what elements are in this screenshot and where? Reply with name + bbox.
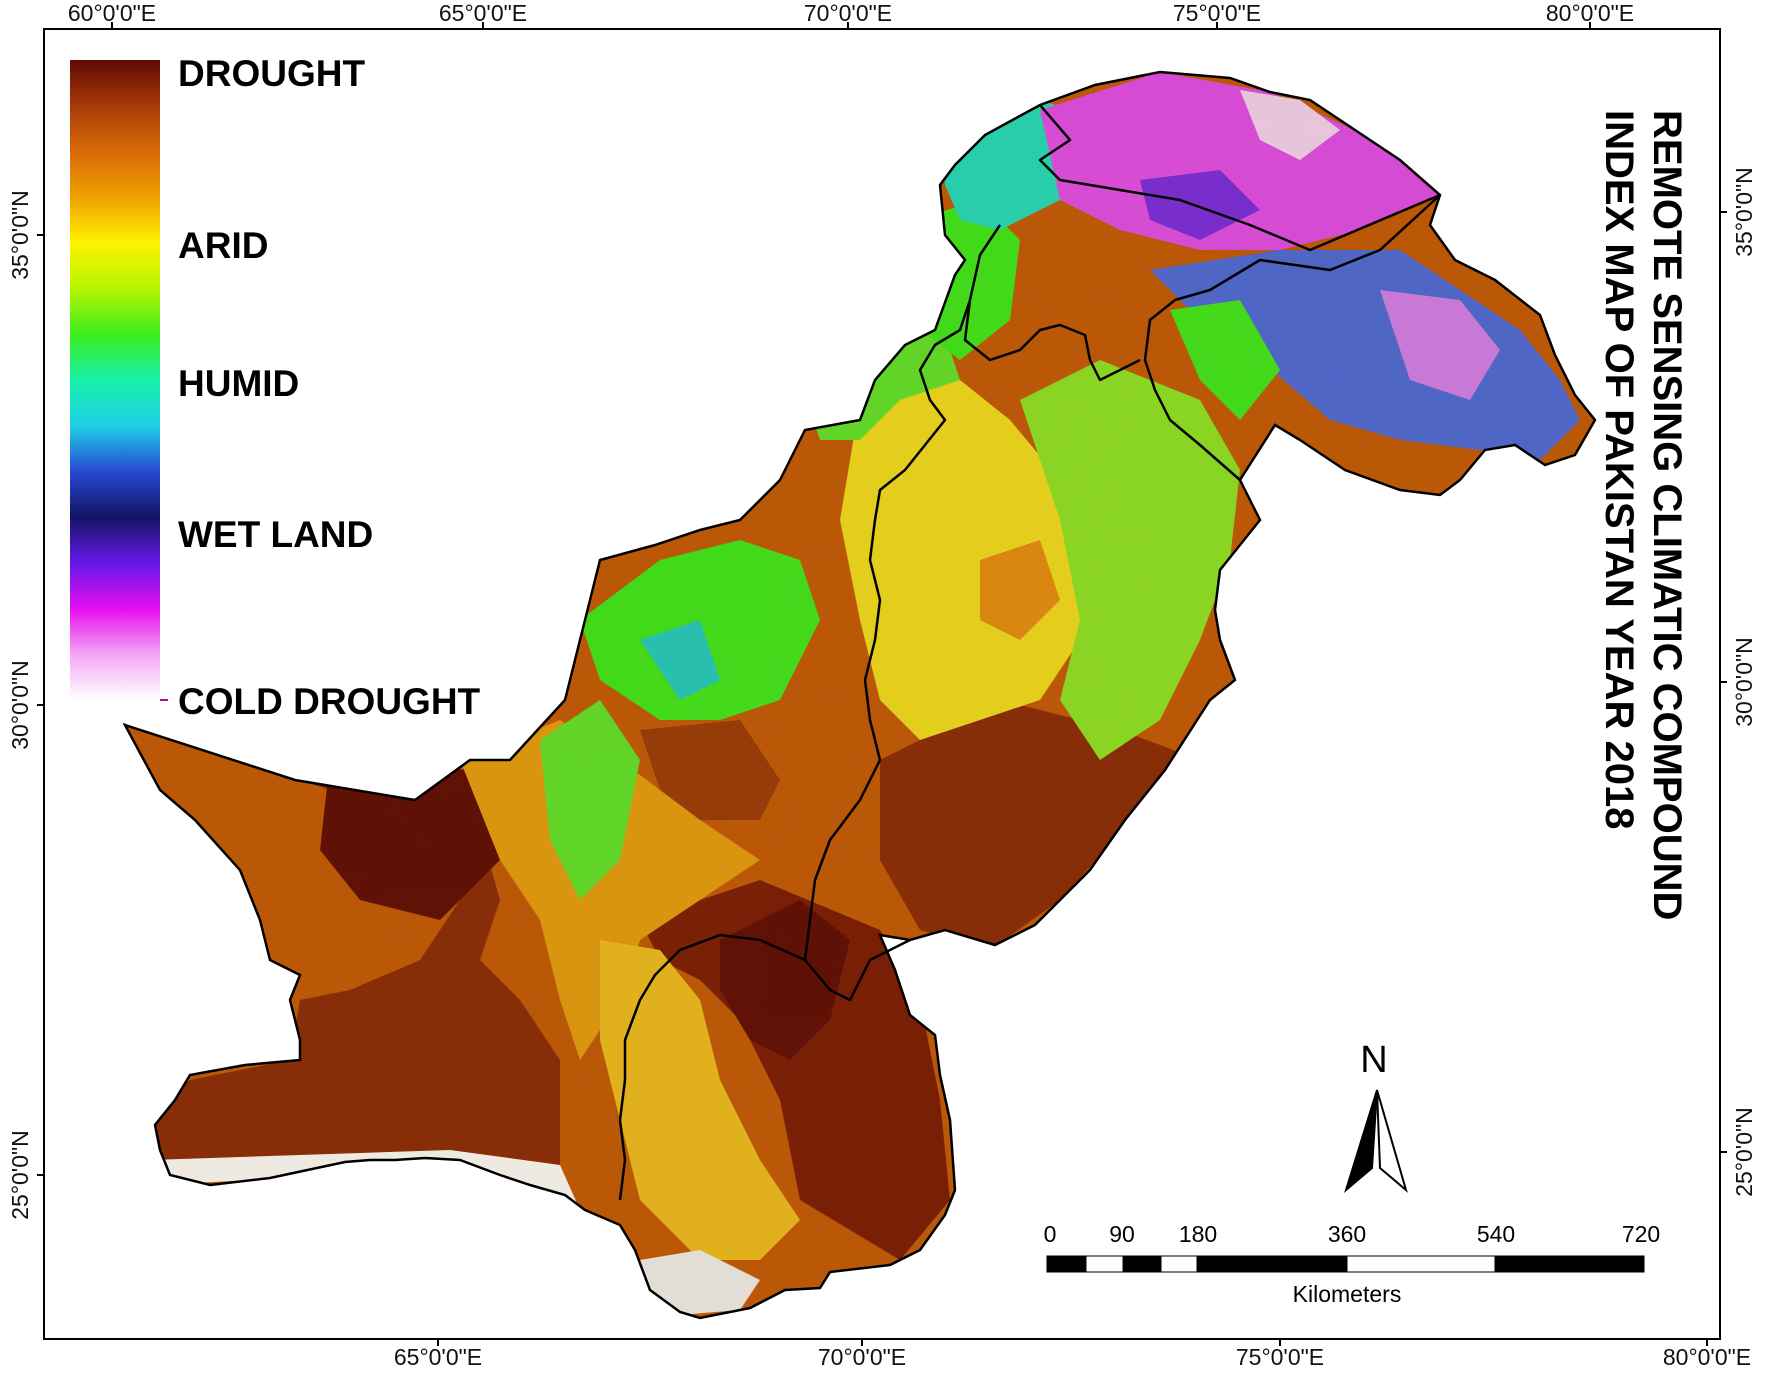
map-title-line1: REMOTE SENSING CLIMATIC COMPOUND [1645, 110, 1689, 920]
scale-label: 720 [1622, 1221, 1660, 1247]
legend-label-humid: HUMID [178, 363, 299, 404]
lat-label-left: 25°0'0"N [7, 1130, 33, 1220]
map-frame [43, 28, 1721, 1340]
lat-label-right: 35°0'0"N [1731, 167, 1757, 257]
map-title: REMOTE SENSING CLIMATIC COMPOUND INDEX M… [1597, 110, 1689, 920]
province-boundaries [618, 104, 1441, 1201]
lon-label-top: 70°0'0"E [804, 0, 892, 26]
lon-label-bottom: 65°0'0"E [394, 1344, 482, 1370]
graticule: 60°0'0"E 65°0'0"E 70°0'0"E 75°0'0"E 80°0… [7, 0, 1757, 1370]
lon-label-bottom: 70°0'0"E [818, 1344, 906, 1370]
lat-label-right: 30°0'0"N [1731, 637, 1757, 727]
legend-label-drought: DROUGHT [178, 53, 365, 94]
scale-bar: 0 90 180 360 540 720 Kilometers [1044, 1221, 1661, 1307]
lon-label-top: 80°0'0"E [1546, 0, 1634, 26]
north-arrow-icon [1344, 1089, 1378, 1193]
legend-label-wet-land: WET LAND [178, 514, 373, 555]
scale-segment [1160, 1255, 1198, 1273]
boundary-balochistan-punjab [803, 759, 882, 961]
legend-color-ramp [70, 60, 160, 700]
scale-bar-segments [1046, 1255, 1645, 1273]
lat-label-right: 25°0'0"N [1731, 1107, 1757, 1197]
north-arrow: N [1344, 1039, 1408, 1193]
lat-label-left: 35°0'0"N [7, 190, 33, 280]
boundary-sindh-punjab [804, 938, 911, 1002]
scale-segment [1494, 1255, 1645, 1273]
boundary-kashmir [1143, 194, 1441, 481]
boundary-gilgit-baltistan [1038, 104, 1441, 252]
scale-label: 90 [1109, 1221, 1135, 1247]
scale-segment [1346, 1255, 1496, 1273]
scale-label: 180 [1179, 1221, 1217, 1247]
scale-label: 540 [1477, 1221, 1515, 1247]
scale-segment [1196, 1255, 1348, 1273]
scale-label: 360 [1328, 1221, 1366, 1247]
map-title-line2: INDEX MAP OF PAKISTAN YEAR 2018 [1597, 110, 1641, 829]
legend: DROUGHT ARID HUMID WET LAND COLD DROUGHT [70, 53, 481, 722]
scale-label: 0 [1044, 1221, 1057, 1247]
lon-label-bottom: 75°0'0"E [1236, 1344, 1324, 1370]
lon-label-top: 60°0'0"E [68, 0, 156, 26]
scale-segment [1122, 1255, 1162, 1273]
boundary-balochistan-sindh [618, 933, 806, 1201]
legend-label-arid: ARID [178, 225, 268, 266]
scale-segment [1085, 1255, 1124, 1273]
lat-label-left: 30°0'0"N [7, 660, 33, 750]
lon-label-bottom: 80°0'0"E [1663, 1344, 1751, 1370]
scale-unit-label: Kilometers [1293, 1281, 1402, 1307]
boundary-fata [863, 299, 972, 761]
lon-label-top: 65°0'0"E [439, 0, 527, 26]
lon-label-top: 75°0'0"E [1173, 0, 1261, 26]
scale-segment [1046, 1255, 1087, 1273]
legend-label-cold-drought: COLD DROUGHT [178, 681, 481, 722]
tick-marks [37, 22, 1727, 1346]
north-arrow-label: N [1360, 1039, 1387, 1081]
north-arrow-icon-outline [1376, 1089, 1408, 1193]
